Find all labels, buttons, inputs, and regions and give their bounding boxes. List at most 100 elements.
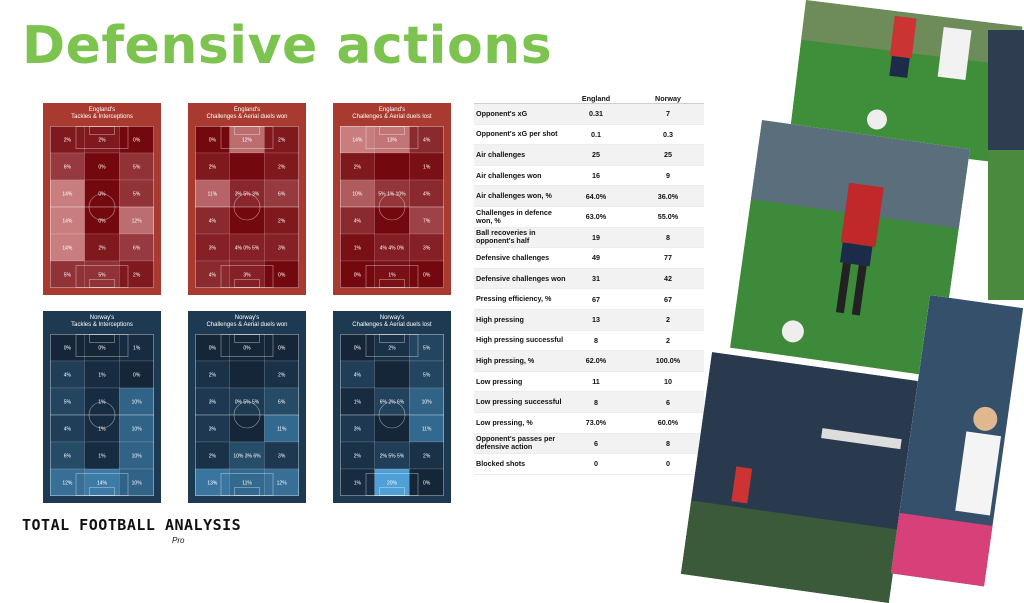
zone-percentage: 2% xyxy=(278,138,286,144)
photo-player-tackle xyxy=(789,0,1023,164)
stat-label: Opponent's passes per defensive action xyxy=(476,434,556,452)
norway-value: 2 xyxy=(666,315,670,325)
zone-percentage: 1% xyxy=(354,400,362,406)
zone-percentage: 3% xyxy=(423,246,431,252)
zone-percentage: 6% 2% 6% xyxy=(380,400,405,406)
norway-value: 7 xyxy=(666,109,670,119)
zone-percentage: 1% xyxy=(354,481,362,487)
stat-label: Ball recoveries in opponent's half xyxy=(476,228,536,246)
table-row: Air challenges won, % 64.0% 36.0% xyxy=(474,186,704,207)
table-row: Challenges in defence won, % 63.0% 55.0% xyxy=(474,207,704,228)
zone-percentage: 12% xyxy=(132,219,143,225)
table-row: High pressing 13 2 xyxy=(474,309,704,331)
zone-percentage: 0% xyxy=(209,138,217,144)
norway-value: 42 xyxy=(664,274,672,284)
heatmap-zone xyxy=(195,441,230,470)
norway-column-header: Norway xyxy=(655,94,681,103)
zone-percentage: 0% xyxy=(278,346,286,352)
logo-text: TOTAL FOOTBALL ANALYSIS xyxy=(22,516,242,534)
heatmap-zone xyxy=(195,233,230,262)
table-row: High pressing, % 62.0% 100.0% xyxy=(474,351,704,372)
zone-percentage: 1% xyxy=(354,246,362,252)
england-challenges-lost-panel: England's Challenges & Aerial duels lost… xyxy=(333,103,451,295)
zone-percentage: 4% xyxy=(209,273,217,279)
heatmap-zone xyxy=(84,206,120,235)
heatmap-zone xyxy=(229,179,265,208)
norway-value: 10 xyxy=(664,377,672,387)
zone-percentage: 4% xyxy=(354,373,362,379)
football-photo-icon xyxy=(729,120,970,377)
zone-percentage: 14% xyxy=(62,246,73,252)
heatmap-zone xyxy=(119,206,154,235)
goal-area-top xyxy=(379,126,405,135)
goal-area-top xyxy=(379,334,405,343)
norway-value: 55.0% xyxy=(657,212,679,222)
zone-percentage: 2% xyxy=(133,273,141,279)
zone-percentage: 11% xyxy=(242,481,252,487)
stat-label: Challenges in defence won, % xyxy=(476,207,552,225)
goal-area-bottom xyxy=(379,279,405,288)
zone-percentage: 0% xyxy=(423,273,431,279)
zone-percentage: 2% xyxy=(98,138,106,144)
zone-percentage: 5% xyxy=(64,400,72,406)
zone-percentage: 5% xyxy=(133,192,141,198)
zone-percentage: 2% xyxy=(278,219,286,225)
heatmap-zone xyxy=(84,179,120,208)
panel-title: England's Challenges & Aerial duels won xyxy=(206,107,288,120)
zone-percentage: 14% xyxy=(62,219,73,225)
table-row: Low pressing successful 8 6 xyxy=(474,392,704,413)
stat-label: Air challenges won, % xyxy=(476,191,552,201)
photo-crowd xyxy=(680,352,920,603)
heatmap-zone xyxy=(229,206,265,235)
stat-label: High pressing successful xyxy=(476,335,564,345)
panel-title: Norway's Challenges & Aerial duels lost xyxy=(352,315,432,328)
page-title: Defensive actions xyxy=(22,16,553,76)
zone-percentage: 4% 4% 0% xyxy=(380,246,405,252)
norway-value: 67 xyxy=(664,294,672,304)
zone-percentage: 0% xyxy=(133,373,141,379)
england-column-header: England xyxy=(581,94,611,103)
zone-percentage: 3% xyxy=(209,427,217,433)
heatmap-zone xyxy=(340,179,375,208)
zone-percentage: 3% 5% 3% xyxy=(235,192,260,198)
england-value: 13 xyxy=(592,315,600,325)
zone-percentage: 12% xyxy=(62,481,73,487)
heatmap-zone xyxy=(50,152,85,181)
zone-percentage: 0% xyxy=(64,346,72,352)
heatmap-zone xyxy=(340,206,375,235)
stat-label: High pressing xyxy=(476,314,524,324)
goal-area-top xyxy=(234,334,260,343)
england-value: 25 xyxy=(592,150,600,160)
heatmap-zone xyxy=(119,152,154,181)
table-row: Opponent's xG per shot 0.1 0.3 xyxy=(474,125,704,146)
norway-value: 9 xyxy=(666,171,670,181)
zone-percentage: 6% xyxy=(278,192,286,198)
zone-percentage: 12% xyxy=(242,138,253,144)
norway-value: 2 xyxy=(666,335,670,345)
zone-percentage: 11% xyxy=(422,427,432,433)
england-value: 0.1 xyxy=(591,129,601,139)
zone-percentage: 0% xyxy=(278,273,286,279)
zone-percentage: 10% xyxy=(132,454,143,460)
england-value: 0 xyxy=(594,459,598,469)
pitch-heatmap: 14% 13% 4% 2% 1% 10% 5% 1% 10% 4% 4% 7% 1% 4% 4% 0%… xyxy=(340,126,444,288)
zone-percentage: 5% xyxy=(423,373,431,379)
stat-label: Air challenges won xyxy=(476,170,542,180)
zone-percentage: 10% xyxy=(422,400,433,406)
zone-percentage: 6% xyxy=(278,400,286,406)
stat-label: Opponent's xG per shot xyxy=(476,129,558,139)
england-value: 16 xyxy=(592,171,600,181)
centre-circle xyxy=(233,401,261,429)
goal-area-bottom xyxy=(234,487,260,496)
heatmap-zone xyxy=(374,152,410,181)
england-value: 73.0% xyxy=(585,418,607,428)
england-value: 63.0% xyxy=(585,212,607,222)
zone-percentage: 0% xyxy=(98,219,106,225)
heatmap-zone xyxy=(229,152,265,181)
goal-area-top xyxy=(234,126,260,135)
centre-circle xyxy=(378,401,406,429)
england-challenges-won-panel: England's Challenges & Aerial duels won … xyxy=(188,103,306,295)
zone-percentage: 3% xyxy=(209,246,217,252)
zone-percentage: 0% xyxy=(98,346,106,352)
panel-title: England's Challenges & Aerial duels lost xyxy=(352,107,432,120)
